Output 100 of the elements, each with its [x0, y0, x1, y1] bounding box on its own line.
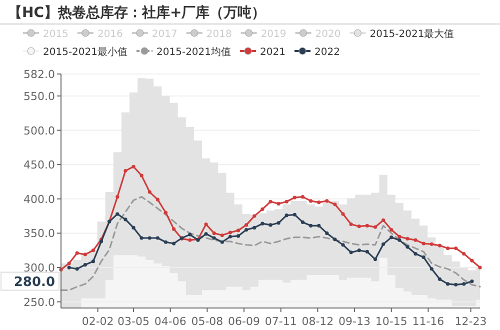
point	[204, 222, 208, 226]
legend-label: 2015-2021最小值	[43, 46, 128, 58]
point	[414, 252, 418, 256]
point	[236, 234, 240, 238]
point	[325, 199, 329, 203]
point	[341, 212, 345, 216]
point	[132, 226, 136, 230]
point	[446, 282, 450, 286]
point	[292, 196, 296, 200]
point	[454, 246, 458, 250]
point	[333, 202, 337, 206]
line-series	[60, 196, 481, 291]
line-series	[59, 164, 482, 272]
point	[212, 231, 216, 235]
text: 280.0	[14, 275, 55, 290]
point	[116, 212, 120, 216]
x-tick-label: 09-13	[338, 315, 371, 328]
point	[140, 174, 144, 178]
legend-label: 2021	[260, 47, 286, 58]
point	[212, 236, 216, 240]
point	[398, 238, 402, 242]
point	[422, 255, 426, 260]
point	[446, 246, 450, 250]
point	[188, 238, 192, 242]
point	[124, 168, 128, 173]
point	[317, 200, 321, 204]
x-tick-label: 03-05	[118, 315, 150, 328]
point	[292, 212, 296, 216]
point	[406, 245, 410, 249]
point	[341, 243, 345, 247]
point	[276, 202, 280, 206]
y-tick-label: 250.0	[24, 296, 55, 309]
x-tick-label: 05-08	[191, 315, 224, 328]
x-tick-label: 08-12	[302, 315, 334, 328]
point	[244, 223, 248, 227]
legend-label: 2015-2021最大值	[370, 28, 454, 40]
point	[284, 214, 288, 218]
point	[406, 236, 410, 240]
x-tick-label: 10-15	[375, 315, 408, 328]
point	[357, 248, 361, 252]
point	[83, 262, 87, 267]
point	[276, 221, 280, 225]
y-tick-label: 400.0	[24, 192, 55, 206]
point	[438, 277, 442, 281]
x-tick-label: 04-06	[154, 315, 186, 328]
legend-label: 2015-2021均值	[156, 46, 232, 58]
point	[308, 224, 313, 228]
point	[300, 220, 305, 224]
point	[172, 227, 176, 231]
point	[284, 200, 288, 204]
y-tick-label: 350.0	[24, 227, 55, 240]
point	[373, 225, 378, 229]
point	[414, 238, 418, 242]
point	[390, 236, 394, 240]
point	[228, 234, 232, 238]
point	[260, 207, 264, 211]
point	[75, 251, 79, 255]
point	[478, 266, 482, 270]
point	[390, 228, 394, 232]
x-tick-label: 11-16	[412, 315, 444, 328]
point	[67, 262, 71, 266]
point	[75, 267, 79, 271]
point	[438, 244, 442, 248]
point	[228, 230, 232, 234]
point	[172, 242, 176, 246]
point	[148, 236, 152, 240]
point	[317, 224, 321, 228]
y-tick-label: 550.0	[24, 90, 55, 103]
point	[67, 266, 71, 270]
point	[365, 250, 369, 254]
point	[236, 228, 240, 232]
point	[430, 242, 434, 246]
point	[454, 282, 458, 286]
point	[382, 242, 386, 246]
point	[462, 282, 466, 286]
point	[204, 232, 208, 236]
y-tick-label: 582.0	[24, 68, 55, 81]
point	[325, 231, 329, 235]
point	[91, 260, 96, 264]
point	[220, 233, 224, 238]
point	[268, 200, 272, 204]
point	[382, 218, 386, 222]
point	[268, 223, 272, 227]
point	[124, 218, 128, 222]
point	[470, 279, 474, 284]
point	[188, 232, 192, 236]
y-tick-label: 300.0	[24, 262, 55, 275]
legend-label: 2022	[314, 47, 340, 58]
point	[148, 190, 152, 194]
y-tick-label: 450.0	[24, 158, 55, 172]
point	[252, 214, 256, 218]
point	[462, 252, 466, 256]
point	[83, 252, 87, 256]
point	[300, 195, 305, 199]
point	[260, 222, 264, 226]
point	[91, 248, 96, 252]
point	[349, 250, 353, 254]
x-tick-label: 06-09	[228, 315, 260, 328]
point	[357, 224, 361, 228]
point	[365, 224, 369, 228]
